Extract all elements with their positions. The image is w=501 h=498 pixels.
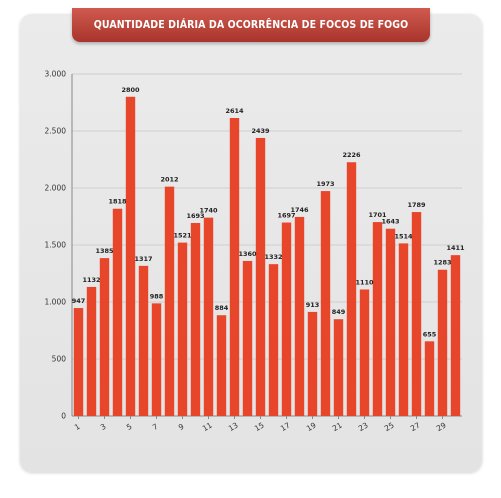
data-label: 1697 bbox=[277, 212, 295, 220]
x-tick-label: 7 bbox=[151, 422, 160, 432]
data-label: 2439 bbox=[251, 127, 270, 135]
data-label: 1789 bbox=[407, 201, 426, 209]
data-label: 947 bbox=[72, 297, 86, 305]
bars bbox=[73, 96, 461, 417]
x-tick-label: 29 bbox=[435, 420, 448, 433]
y-tick-label: 1.000 bbox=[45, 298, 67, 307]
x-tick-label: 23 bbox=[357, 420, 370, 433]
data-label: 1701 bbox=[368, 211, 387, 219]
bar bbox=[203, 217, 214, 416]
data-label: 1514 bbox=[394, 232, 413, 240]
bar bbox=[359, 289, 370, 416]
data-label: 1332 bbox=[264, 253, 282, 261]
data-label: 2614 bbox=[225, 107, 244, 115]
x-tick-label: 27 bbox=[409, 420, 422, 433]
chart-title: QUANTIDADE DIÁRIA DA OCORRÊNCIA DE FOCOS… bbox=[72, 8, 430, 42]
bar bbox=[307, 311, 318, 416]
bar bbox=[112, 208, 123, 416]
bar bbox=[151, 303, 162, 416]
bar bbox=[333, 319, 344, 416]
data-label: 1132 bbox=[82, 276, 100, 284]
bar bbox=[255, 137, 266, 417]
bar bbox=[450, 255, 461, 416]
y-tick-label: 500 bbox=[52, 355, 67, 364]
x-tick-label: 1 bbox=[73, 422, 82, 432]
y-tick-label: 2.000 bbox=[45, 184, 67, 193]
data-label: 1110 bbox=[355, 278, 374, 286]
x-tick-label: 25 bbox=[383, 420, 396, 433]
bar bbox=[294, 216, 305, 416]
data-label: 2800 bbox=[121, 86, 140, 94]
data-label: 884 bbox=[215, 304, 229, 312]
data-label: 1385 bbox=[95, 247, 114, 255]
data-label: 1746 bbox=[290, 206, 309, 214]
x-tick-label: 9 bbox=[177, 422, 186, 432]
bar bbox=[216, 315, 227, 416]
y-tick-label: 3.000 bbox=[45, 70, 67, 79]
data-label: 1643 bbox=[381, 218, 399, 226]
bar bbox=[398, 243, 409, 416]
bar bbox=[164, 186, 175, 416]
data-label: 1521 bbox=[173, 232, 192, 240]
bar bbox=[411, 212, 422, 416]
x-tick-label: 17 bbox=[279, 420, 292, 433]
bar bbox=[424, 341, 435, 416]
bar bbox=[320, 191, 331, 416]
bar bbox=[372, 222, 383, 416]
data-label: 1411 bbox=[446, 244, 465, 252]
bar bbox=[346, 162, 357, 416]
bar bbox=[138, 265, 149, 416]
gridlines bbox=[72, 73, 462, 417]
bar bbox=[242, 260, 253, 416]
x-tick-label: 13 bbox=[227, 420, 240, 433]
x-tick-label: 21 bbox=[331, 420, 344, 433]
bar bbox=[385, 228, 396, 416]
x-tick-label: 15 bbox=[253, 420, 266, 433]
bar bbox=[177, 242, 188, 416]
data-label: 849 bbox=[332, 308, 346, 316]
y-tick-label: 0 bbox=[61, 412, 66, 421]
data-label: 1317 bbox=[134, 255, 152, 263]
data-label: 1818 bbox=[108, 198, 127, 206]
bar bbox=[268, 264, 279, 416]
data-label: 2226 bbox=[342, 151, 361, 159]
x-tick-label: 3 bbox=[99, 422, 108, 432]
bar bbox=[229, 118, 240, 416]
data-label: 655 bbox=[423, 330, 437, 338]
bar bbox=[190, 222, 201, 416]
y-tick-label: 1.500 bbox=[45, 241, 67, 250]
bar bbox=[281, 222, 292, 416]
x-axis: 1 3 5 7 9 11 13 15 17 19 21 23 25 27 29 bbox=[73, 416, 448, 433]
bar bbox=[437, 269, 448, 416]
bar bbox=[99, 258, 110, 416]
bar bbox=[73, 308, 84, 416]
data-label: 988 bbox=[150, 292, 164, 300]
data-label: 2012 bbox=[160, 176, 178, 184]
y-tick-label: 2.500 bbox=[45, 127, 67, 136]
data-label: 1283 bbox=[433, 259, 451, 267]
data-labels: 9471132138518182800131798820121521169317… bbox=[72, 86, 465, 339]
x-tick-label: 19 bbox=[305, 420, 318, 433]
data-label: 913 bbox=[306, 301, 320, 309]
x-tick-label: 11 bbox=[201, 420, 214, 433]
bar bbox=[125, 96, 136, 417]
data-label: 1973 bbox=[316, 180, 334, 188]
bar bbox=[86, 286, 97, 416]
y-axis: 0 500 1.000 1.500 2.000 2.500 3.000 bbox=[45, 70, 73, 421]
data-label: 1693 bbox=[186, 212, 204, 220]
data-label: 1360 bbox=[238, 250, 257, 258]
x-tick-label: 5 bbox=[125, 422, 134, 432]
data-label: 1740 bbox=[199, 207, 218, 215]
